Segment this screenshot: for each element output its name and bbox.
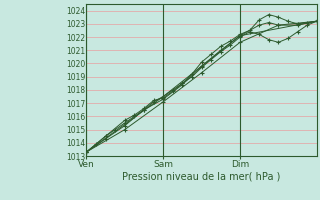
X-axis label: Pression niveau de la mer( hPa ): Pression niveau de la mer( hPa ) [123, 172, 281, 182]
